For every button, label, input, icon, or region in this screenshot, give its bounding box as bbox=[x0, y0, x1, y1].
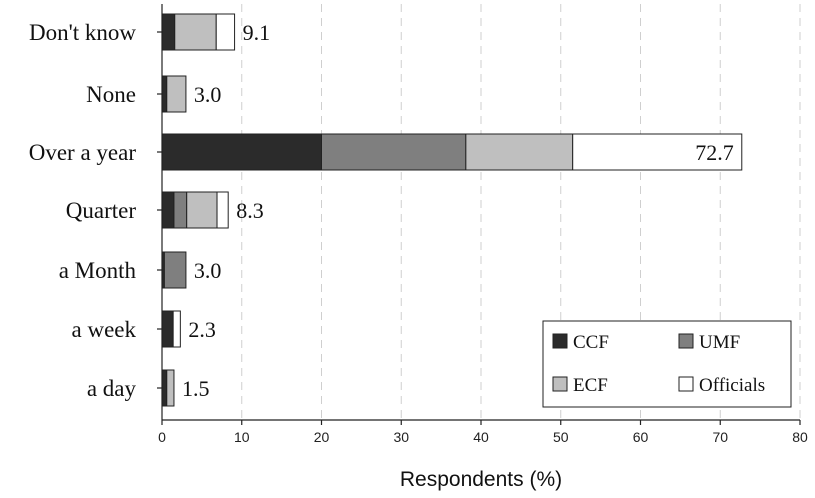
legend-label-ccf: CCF bbox=[573, 332, 609, 353]
axes bbox=[157, 4, 801, 425]
legend-swatch-ecf bbox=[552, 376, 568, 392]
legend: CCF UMF ECF Officials bbox=[542, 320, 792, 408]
x-tick-labels: 0 10 20 30 40 50 60 70 80 bbox=[158, 429, 808, 445]
bar-over-a-year-umf bbox=[321, 133, 467, 171]
total-label-none: 3.0 bbox=[194, 82, 222, 107]
category-label-a-month: a Month bbox=[59, 258, 137, 283]
legend-swatch-umf bbox=[678, 333, 694, 349]
bar-over-a-year-ccf bbox=[161, 133, 322, 171]
bars bbox=[161, 13, 743, 407]
category-label-don-t-know: Don't know bbox=[29, 20, 136, 45]
bar-over-a-year-ecf bbox=[465, 133, 574, 171]
category-label-quarter: Quarter bbox=[66, 198, 137, 223]
legend-label-ecf: ECF bbox=[573, 375, 608, 396]
total-label-a-week: 2.3 bbox=[188, 317, 216, 342]
bar-a-month-umf bbox=[163, 251, 187, 289]
x-tick-label-20: 20 bbox=[314, 429, 330, 445]
category-label-none: None bbox=[86, 82, 136, 107]
category-label-a-week: a week bbox=[72, 317, 137, 342]
total-labels: 9.1 3.0 72.7 8.3 3.0 2.3 1.5 bbox=[182, 20, 734, 401]
total-label-quarter: 8.3 bbox=[236, 198, 264, 223]
total-label-a-month: 3.0 bbox=[194, 258, 222, 283]
bar-quarter-ecf bbox=[186, 191, 218, 229]
legend-swatch-ccf bbox=[552, 333, 568, 349]
bar-a-week-officials bbox=[172, 310, 181, 348]
bar-none-ccf bbox=[161, 75, 168, 113]
bar-a-week-ccf bbox=[161, 310, 174, 348]
total-label-a-day: 1.5 bbox=[182, 376, 210, 401]
x-tick-label-60: 60 bbox=[633, 429, 649, 445]
total-label-don-t-know: 9.1 bbox=[243, 20, 271, 45]
bar-quarter-officials bbox=[216, 191, 229, 229]
x-tick-label-0: 0 bbox=[158, 429, 166, 445]
x-tick-label-40: 40 bbox=[473, 429, 489, 445]
bar-don-t-know-ecf bbox=[174, 13, 217, 51]
bar-don-t-know-officials bbox=[215, 13, 236, 51]
bar-quarter-umf bbox=[173, 191, 188, 229]
bar-a-day-ccf bbox=[161, 369, 168, 407]
x-axis-title: Respondents (%) bbox=[400, 468, 562, 491]
total-label-over-a-year: 72.7 bbox=[695, 140, 734, 165]
x-tick-label-80: 80 bbox=[792, 429, 808, 445]
bar-none-ecf bbox=[166, 75, 187, 113]
x-tick-label-50: 50 bbox=[553, 429, 569, 445]
category-label-a-day: a day bbox=[87, 376, 137, 401]
legend-box bbox=[542, 320, 792, 408]
bar-a-day-ecf bbox=[166, 369, 175, 407]
x-tick-label-70: 70 bbox=[712, 429, 728, 445]
legend-swatch-officials bbox=[678, 376, 694, 392]
legend-label-officials: Officials bbox=[699, 375, 765, 396]
x-tick-label-30: 30 bbox=[393, 429, 409, 445]
category-labels: Don't know None Over a year Quarter a Month a… bbox=[29, 20, 137, 401]
legend-label-umf: UMF bbox=[699, 332, 740, 353]
bar-don-t-know-ccf bbox=[161, 13, 176, 51]
bar-quarter-ccf bbox=[161, 191, 175, 229]
category-label-over-a-year: Over a year bbox=[29, 140, 137, 165]
x-tick-label-10: 10 bbox=[234, 429, 250, 445]
bar-over-a-year-officials bbox=[572, 133, 743, 171]
